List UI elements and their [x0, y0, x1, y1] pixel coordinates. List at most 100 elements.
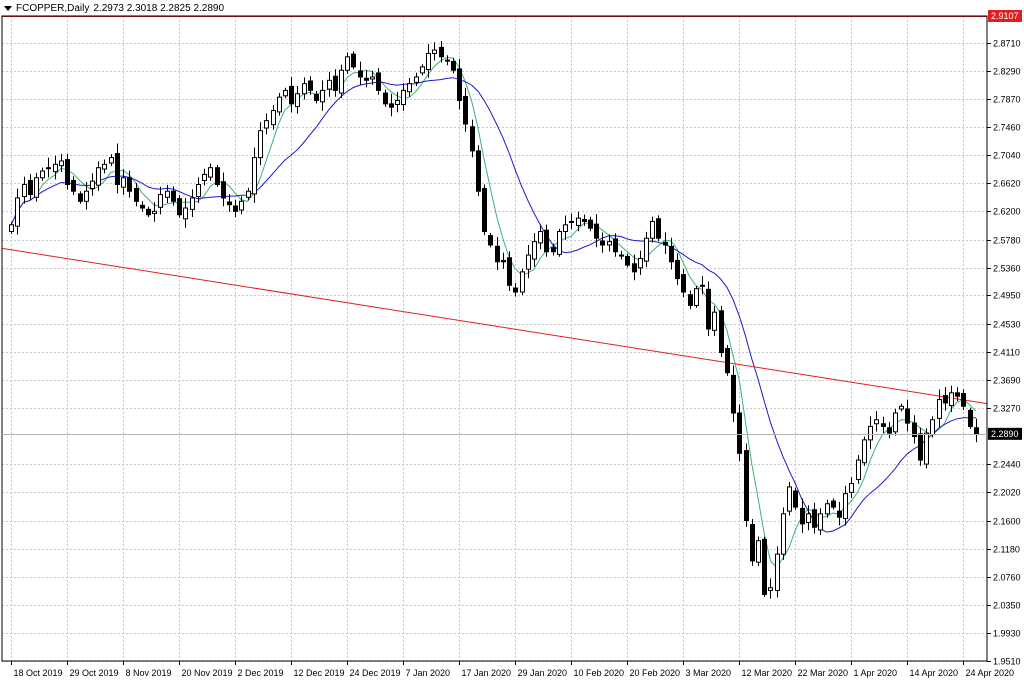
candle-body-bull [825, 503, 830, 515]
candle-body-bear [800, 507, 805, 525]
candle [171, 186, 176, 206]
candle-body-bear [439, 46, 444, 58]
candle [78, 191, 83, 204]
candle [457, 58, 462, 110]
plot-border [1, 15, 988, 662]
candle [115, 143, 120, 194]
candle-body-bull [849, 483, 854, 493]
candle [127, 170, 132, 198]
candle-body-bear [881, 423, 886, 427]
candle [731, 365, 736, 423]
candle [613, 233, 618, 257]
y-tick-label: 2.8710 [993, 39, 1021, 49]
candle-body-bull [557, 231, 562, 255]
candle [283, 87, 288, 99]
candle [961, 389, 966, 411]
y-tick-label: 2.7460 [993, 123, 1021, 133]
candle [881, 416, 886, 433]
candle-body-bear [955, 392, 960, 397]
candle [134, 182, 139, 207]
candle-body-bull [339, 69, 344, 94]
y-tick-label: 2.8290 [993, 67, 1021, 77]
candle-body-bull [121, 177, 126, 188]
candle-body-bear [351, 53, 356, 68]
candle [314, 91, 319, 104]
candle [109, 154, 114, 167]
candle-body-bear [115, 153, 120, 185]
candle [893, 408, 898, 436]
y-tick-label: 2.0350 [993, 601, 1021, 611]
hline-price-text: 2.9107 [991, 11, 1019, 21]
candle [295, 85, 300, 114]
candle-body-bull [781, 513, 786, 555]
y-tick-label: 2.1600 [993, 517, 1021, 527]
candle [158, 186, 163, 215]
candle [706, 281, 711, 337]
candle [233, 199, 238, 218]
candle-body-bull [84, 190, 89, 202]
x-tick-label: 2 Dec 2019 [238, 668, 284, 678]
candle-body-bear [177, 198, 182, 216]
candle [607, 234, 612, 252]
candle-body-bull [856, 459, 861, 481]
candle-body-bear [470, 126, 475, 152]
candle [968, 407, 973, 429]
candle-body-bear [358, 70, 363, 78]
candle [663, 232, 668, 254]
candle-body-bear [837, 510, 842, 518]
candle [34, 172, 39, 202]
candle [121, 169, 126, 195]
candle-body-bull [532, 241, 537, 260]
candle [688, 290, 693, 310]
y-tick-label: 1.9510 [993, 657, 1021, 667]
x-tick-label: 1 Apr 2020 [854, 668, 898, 678]
candle [812, 502, 817, 534]
y-tick-label: 2.7870 [993, 95, 1021, 105]
candle-body-bear [233, 205, 238, 212]
candle-body-bear [968, 409, 973, 427]
candle [439, 41, 444, 63]
candle-body-bull [327, 79, 332, 90]
candle [202, 168, 207, 186]
candle-body-bear [289, 85, 294, 105]
candle-body-bear [725, 347, 730, 374]
candle-body-bear [594, 223, 599, 239]
candle-body-bull [264, 120, 269, 129]
candle-body-bull [924, 432, 929, 465]
candle-body-bear [146, 208, 151, 216]
candle [271, 104, 276, 130]
candle [644, 231, 649, 267]
candle-body-bull [239, 200, 244, 211]
candle-body-bull [401, 89, 406, 106]
candle [544, 224, 549, 257]
candle-body-bear [613, 238, 618, 253]
dropdown-triangle-icon[interactable] [4, 6, 12, 11]
candle-body-bull [15, 197, 20, 227]
candle-body-bull [893, 412, 898, 433]
candle [208, 163, 213, 181]
ohlc-readout: 2.2973 2.3018 2.2825 2.2890 [93, 3, 225, 14]
trendline [1, 247, 988, 405]
candle [15, 188, 20, 235]
candle-body-bear [364, 77, 369, 81]
candle [532, 233, 537, 267]
candle [252, 147, 257, 203]
candle-body-bear [476, 150, 481, 192]
candle [594, 214, 599, 248]
x-tick-label: 12 Mar 2020 [742, 668, 793, 678]
candle [488, 232, 493, 248]
candle [694, 285, 699, 308]
candle-body-bear [887, 427, 892, 434]
candle [59, 153, 64, 173]
candle-body-bull [432, 49, 437, 54]
candle [520, 268, 525, 296]
candle-body-bear [140, 204, 145, 209]
candle-body-bull [526, 254, 531, 270]
y-tick-label: 2.7040 [993, 151, 1021, 161]
candle [700, 276, 705, 295]
candles [9, 41, 979, 599]
candle-body-bear [488, 235, 493, 246]
candle-body-bear [383, 92, 388, 105]
candle-body-bull [246, 190, 251, 198]
